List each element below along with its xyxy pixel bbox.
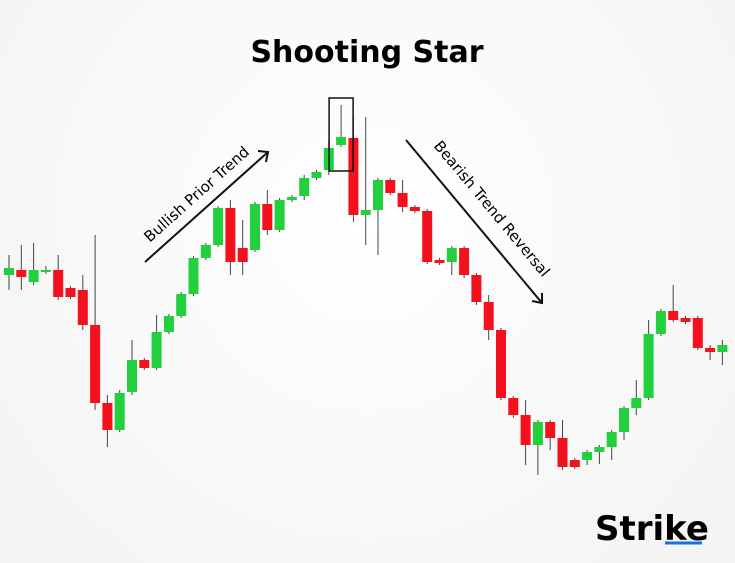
candle-body (4, 268, 14, 275)
candle-body (508, 398, 519, 415)
candle-body (225, 208, 236, 262)
candle-body (77, 290, 88, 325)
candle-body (643, 334, 654, 398)
candle-body (360, 210, 371, 215)
candle-body (582, 452, 593, 460)
candle-body (422, 211, 433, 262)
candle-body (409, 207, 420, 211)
candle-body (348, 138, 359, 215)
candle-body (496, 330, 506, 398)
candle-body (385, 180, 396, 193)
candle-body (139, 360, 150, 368)
candle-body (397, 193, 408, 207)
candle-body (705, 348, 716, 352)
candle-body (176, 294, 187, 316)
candle-body (680, 318, 691, 322)
candle-body (200, 245, 211, 258)
candle-body (237, 248, 248, 262)
candle-body (483, 302, 494, 330)
chart-title: Shooting Star (250, 35, 483, 70)
candle-body (274, 200, 285, 230)
candle-body (163, 316, 174, 332)
candle-body (717, 345, 728, 352)
candle-body (471, 275, 482, 302)
candle-body (299, 178, 310, 196)
candle-body (692, 318, 703, 348)
candle-body (114, 393, 125, 430)
candle-body (262, 204, 273, 230)
candle-body (127, 360, 137, 392)
candle-body (286, 197, 297, 200)
candle-body (102, 403, 113, 430)
candle-body (151, 332, 162, 368)
candle-body (520, 415, 531, 445)
candle-body (606, 432, 617, 447)
candle-body (446, 248, 457, 262)
candle-body (655, 311, 666, 334)
bullish-arrow-head (257, 150, 270, 163)
candle-body (557, 438, 568, 467)
candle-body (213, 208, 224, 245)
candle-body (619, 408, 629, 432)
bullish-arrow (144, 151, 269, 263)
candle-body (311, 172, 322, 178)
highlight-box (328, 97, 354, 172)
candle-body (16, 270, 27, 277)
candle-body (373, 180, 383, 210)
candle-body (40, 270, 51, 272)
candle-body (434, 260, 445, 263)
candle-body (53, 270, 64, 297)
candle-body (336, 137, 347, 145)
candle-body (250, 204, 260, 250)
candle-body (90, 325, 101, 403)
candle-body (594, 447, 605, 452)
candle-body (569, 460, 580, 467)
candle-body (668, 311, 679, 320)
candle-body (28, 270, 39, 282)
bullish-label: Bullish Prior Trend (140, 143, 252, 246)
candle-body (459, 248, 470, 275)
candle-body (532, 422, 543, 445)
candles (4, 97, 728, 475)
candle-body (545, 422, 556, 438)
bearish-arrow (405, 139, 543, 304)
candle-body (188, 258, 199, 294)
candle-body (631, 398, 642, 408)
bearish-arrow-head (531, 293, 543, 305)
candle-body (65, 288, 76, 297)
